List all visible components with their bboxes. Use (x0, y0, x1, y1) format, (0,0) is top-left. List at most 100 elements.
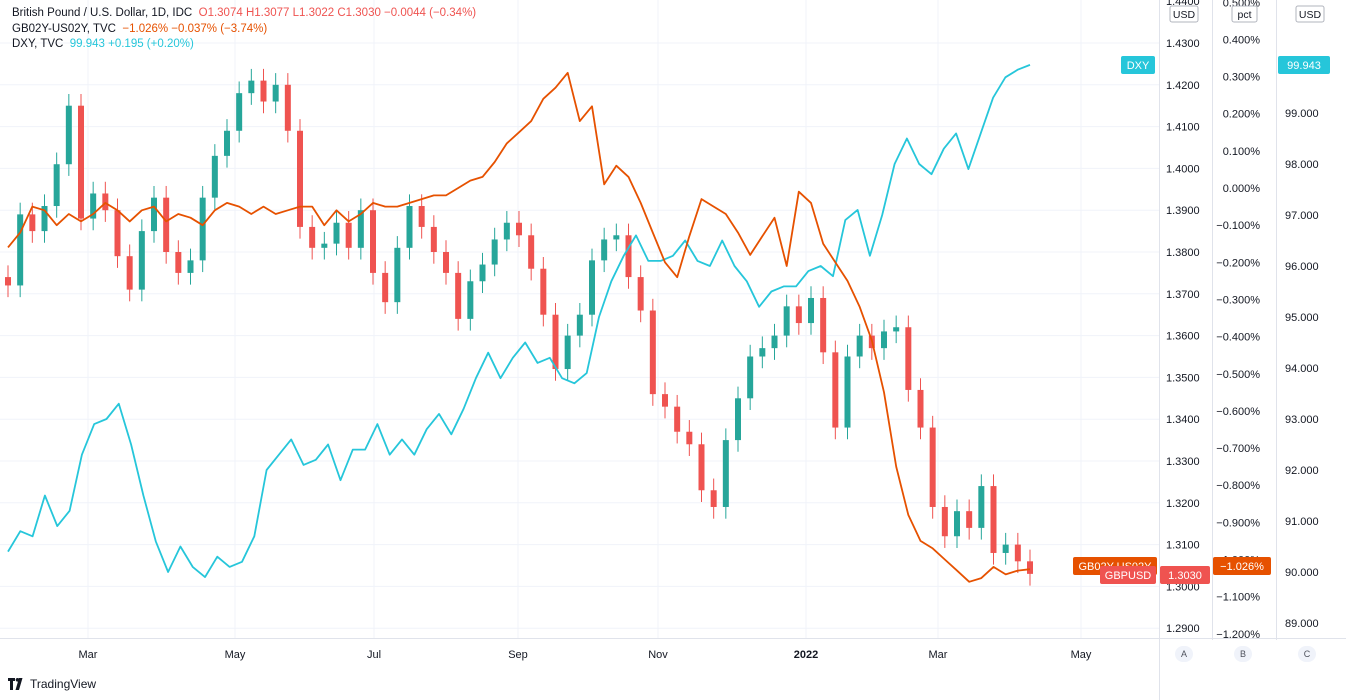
gbpusd-candle (528, 223, 535, 281)
axis-b-button[interactable]: B (1234, 646, 1252, 662)
tradingview-logo[interactable]: TradingView (8, 677, 96, 691)
candle-body (625, 235, 632, 278)
gbpusd-candle (844, 344, 851, 440)
candle-body (114, 210, 121, 257)
y-tick-label-a: 1.3900 (1166, 205, 1200, 217)
y-tick-label-b: −0.700% (1216, 443, 1260, 455)
legend-gbpusd-name: British Pound / U.S. Dollar, 1D, IDC (12, 7, 193, 19)
gbpusd-candle (564, 323, 571, 381)
candle-body (187, 260, 194, 273)
y-tick-label-a: 1.4200 (1166, 80, 1200, 92)
gbpusd-candle (722, 428, 729, 519)
gbpusd-candle (370, 198, 376, 285)
candle-body (917, 389, 924, 428)
y-tick-label-a: 1.3200 (1166, 498, 1200, 510)
y-tick-label-a: 1.4100 (1166, 122, 1200, 134)
gbpusd-candle (443, 240, 449, 285)
legend-spread[interactable]: GB02Y-US02Y, TVC −1.026% −0.037% (−3.74%… (12, 22, 476, 38)
candle-body (735, 398, 741, 441)
gbpusd-candle (978, 474, 985, 540)
gbpusd-candle (674, 394, 681, 444)
gbpusd-candle (272, 73, 279, 114)
gbpusd-candle (710, 478, 717, 519)
gbpusd-price-label: 1.3030 (1160, 566, 1210, 584)
candle-body (53, 164, 60, 207)
candle-body (272, 84, 279, 102)
axis-a-button[interactable]: A (1175, 646, 1193, 662)
gbpusd-candle (589, 248, 595, 327)
gbpusd-candle (1002, 532, 1009, 565)
gbpusd-candle (345, 211, 352, 260)
gbpusd-candle (382, 261, 389, 314)
y-tick-label-c: 89.000 (1285, 618, 1319, 630)
gbpusd-candle (65, 93, 72, 176)
candle-body (467, 281, 474, 319)
svg-text:DXY: DXY (1127, 60, 1150, 72)
y-tick-label-a: 1.3700 (1166, 289, 1200, 301)
candle-body (309, 226, 316, 248)
y-tick-label-b: 0.300% (1223, 72, 1261, 84)
y-tick-label-c: 94.000 (1285, 363, 1319, 375)
gbpusd-candle (309, 215, 316, 260)
gbpusd-candle (53, 152, 60, 218)
y-tick-label-c: 92.000 (1285, 465, 1319, 477)
candle-body (710, 490, 717, 507)
y-tick-label-b: 0.100% (1223, 146, 1261, 158)
gbpusd-candle (686, 420, 693, 456)
svg-text:99.943: 99.943 (1287, 60, 1321, 72)
candle-body (138, 231, 145, 290)
y-tick-label-a: 1.3600 (1166, 331, 1200, 343)
candle-body (941, 506, 948, 537)
gbpusd-candle (820, 286, 827, 365)
unit-label-a: USD (1169, 5, 1199, 23)
y-tick-label-a: 1.4000 (1166, 163, 1200, 175)
legend-dxy[interactable]: DXY, TVC 99.943 +0.195 (+0.20%) (12, 37, 476, 53)
legend-gbpusd[interactable]: British Pound / U.S. Dollar, 1D, IDC O1.… (12, 6, 476, 22)
candle-body (966, 511, 973, 528)
gbpusd-candle (613, 223, 620, 252)
x-tick-label: Mar (929, 649, 948, 661)
gbpusd-candle (990, 474, 997, 565)
gbpusd-candle (297, 119, 303, 239)
y-tick-label-b: −0.200% (1216, 257, 1260, 269)
y-tick-label-b: −0.900% (1216, 517, 1260, 529)
gbpusd-candle (236, 81, 243, 143)
y-tick-label-b: −0.100% (1216, 220, 1260, 232)
gbpusd-candle (211, 144, 218, 210)
axis-c-button[interactable]: C (1298, 646, 1316, 662)
candle-body (905, 327, 912, 390)
candle-body (649, 310, 656, 395)
gbpusd-candle (783, 294, 790, 348)
gbpusd-candle (516, 211, 522, 247)
candle-body (747, 356, 754, 399)
svg-text:GBPUSD: GBPUSD (1105, 570, 1152, 582)
candle-body (102, 193, 109, 211)
gbpusd-candle (771, 323, 778, 360)
gbpusd-candle (491, 227, 498, 277)
gbpusd-candle (5, 265, 11, 298)
y-tick-label-b: −0.800% (1216, 480, 1260, 492)
candle-body (224, 130, 230, 156)
gbpusd-candle (503, 211, 510, 252)
gbpusd-candle (151, 185, 157, 243)
svg-text:−1.026%: −1.026% (1220, 561, 1264, 573)
gbpusd-candle (187, 248, 194, 285)
spread-price-label: −1.026% (1213, 557, 1271, 575)
y-tick-label-c: 91.000 (1285, 516, 1319, 528)
gbpusd-candle (601, 227, 608, 273)
candle-body (783, 306, 790, 336)
gbpusd-candle (163, 185, 170, 264)
gbpusd-candle (90, 181, 97, 231)
candle-body (151, 197, 157, 232)
candle-body (601, 239, 608, 261)
candle-body (357, 210, 364, 248)
y-tick-label-b: 0.200% (1223, 109, 1261, 121)
candle-body (491, 239, 498, 265)
y-tick-label-c: 97.000 (1285, 210, 1319, 222)
y-tick-label-b: −0.400% (1216, 332, 1260, 344)
candle-body (1014, 544, 1021, 562)
candle-body (929, 427, 936, 507)
y-tick-label-b: 0.400% (1223, 34, 1261, 46)
candle-body (126, 256, 133, 290)
